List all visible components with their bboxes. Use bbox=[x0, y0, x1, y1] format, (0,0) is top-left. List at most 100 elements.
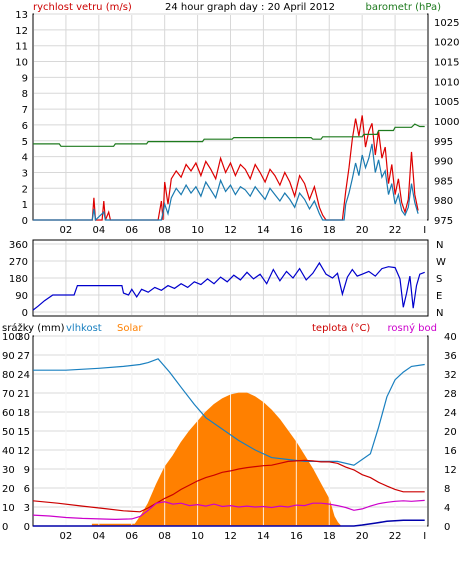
compass-tick-label: N bbox=[436, 308, 443, 319]
wind-average-line bbox=[33, 143, 419, 222]
wind-speed-tick-label: 6 bbox=[22, 121, 28, 132]
wind-speed-axis-label: rychlost vetru (m/s) bbox=[33, 2, 132, 13]
temperature-tick-label: 40 bbox=[444, 332, 457, 343]
rain-axis-label: srážky (mm) bbox=[2, 322, 65, 334]
humidity-tick-label: 30 bbox=[17, 332, 30, 343]
temperature-tick-label: 4 bbox=[444, 503, 450, 514]
humidity-tick-label: 6 bbox=[24, 484, 30, 495]
tick-labels-layer: 0202040406060808101012121414161618182020… bbox=[2, 10, 459, 542]
humidity-tick-label: 15 bbox=[17, 427, 30, 438]
wind-speed-tick-label: 1 bbox=[22, 200, 28, 211]
x-tick-label-bottom: 20 bbox=[356, 531, 369, 542]
pressure-axis-label: barometr (hPa) bbox=[366, 2, 442, 13]
compass-tick-label: E bbox=[436, 291, 442, 302]
pressure-tick-label: 1020 bbox=[434, 38, 459, 49]
pressure-tick-label: 980 bbox=[434, 196, 453, 207]
x-tick-label-top: 08 bbox=[158, 225, 171, 236]
x-tick-label-top: 20 bbox=[356, 225, 369, 236]
rain-tick-label: 80 bbox=[2, 370, 15, 381]
dewpoint-axis-label: rosný bod bbox=[388, 322, 437, 334]
humidity-tick-label: 9 bbox=[24, 465, 30, 476]
rain-line bbox=[33, 519, 425, 527]
x-tick-label-top: 18 bbox=[323, 225, 336, 236]
humidity-axis-label: vlhkost bbox=[66, 323, 102, 334]
temperature-tick-label: 16 bbox=[444, 446, 457, 457]
wind-speed-tick-label: 10 bbox=[15, 58, 28, 69]
pressure-line bbox=[33, 123, 425, 147]
rain-tick-label: 50 bbox=[2, 427, 15, 438]
pressure-tick-label: 1010 bbox=[434, 77, 459, 88]
wind-speed-tick-label: 7 bbox=[22, 105, 28, 116]
rain-tick-label: 0 bbox=[2, 522, 8, 533]
data-marks-layer bbox=[32, 115, 425, 527]
wind-speed-tick-label: 11 bbox=[15, 42, 28, 53]
x-tick-label-bottom: 04 bbox=[92, 531, 105, 542]
temperature-tick-label: 8 bbox=[444, 484, 450, 495]
rain-tick-label: 90 bbox=[2, 351, 15, 362]
x-tick-label-top: 02 bbox=[60, 225, 73, 236]
wind-speed-tick-label: 3 bbox=[22, 168, 28, 179]
x-tick-label-top: 12 bbox=[224, 225, 237, 236]
humidity-tick-label: 18 bbox=[17, 408, 30, 419]
temperature-line bbox=[32, 459, 425, 513]
pressure-tick-label: 1015 bbox=[434, 58, 459, 69]
humidity-tick-label: 27 bbox=[17, 351, 30, 362]
chart-title: 24 hour graph day : 20 April 2012 bbox=[165, 2, 335, 13]
temperature-tick-label: 0 bbox=[444, 522, 450, 533]
pressure-tick-label: 1000 bbox=[434, 117, 459, 128]
wind-direction-tick-label: 90 bbox=[15, 291, 28, 302]
wind-direction-tick-label: 270 bbox=[9, 257, 28, 268]
compass-tick-label: S bbox=[436, 274, 442, 285]
x-tick-label-top: 10 bbox=[191, 225, 204, 236]
wind-direction-tick-label: 180 bbox=[9, 274, 28, 285]
rain-tick-label: 70 bbox=[2, 389, 15, 400]
wind-direction-tick-label: 0 bbox=[22, 308, 28, 319]
humidity-tick-label: 3 bbox=[24, 503, 30, 514]
pressure-tick-label: 1005 bbox=[434, 97, 459, 108]
x-tick-label-bottom: 22 bbox=[389, 531, 402, 542]
x-tick-label-top: 04 bbox=[92, 225, 105, 236]
humidity-tick-label: 0 bbox=[24, 522, 30, 533]
humidity-tick-label: 21 bbox=[17, 389, 30, 400]
wind-speed-tick-label: 8 bbox=[22, 89, 28, 100]
wind-speed-tick-label: 13 bbox=[15, 10, 28, 21]
temperature-tick-label: 20 bbox=[444, 427, 457, 438]
wind-direction-tick-label: 360 bbox=[9, 240, 28, 251]
rain-tick-label: 30 bbox=[2, 465, 15, 476]
x-tick-label-bottom: 10 bbox=[191, 531, 204, 542]
rain-tick-label: 100 bbox=[2, 332, 21, 343]
wind-speed-tick-label: 0 bbox=[22, 216, 28, 227]
pressure-tick-label: 975 bbox=[434, 216, 453, 227]
humidity-tick-label: 24 bbox=[17, 370, 30, 381]
wind-speed-tick-label: 5 bbox=[22, 137, 28, 148]
temperature-tick-label: 12 bbox=[444, 465, 457, 476]
temperature-tick-label: 36 bbox=[444, 351, 457, 362]
x-tick-label-bottom: 12 bbox=[224, 531, 237, 542]
humidity-tick-label: 12 bbox=[17, 446, 30, 457]
wind-speed-tick-label: 12 bbox=[15, 26, 28, 37]
humidity-line bbox=[33, 358, 425, 466]
x-tick-label-top: 06 bbox=[125, 225, 138, 236]
temperature-tick-label: 32 bbox=[444, 370, 457, 381]
temperature-tick-label: 28 bbox=[444, 389, 457, 400]
x-tick-label-top: 14 bbox=[257, 225, 270, 236]
x-tick-label-top: 16 bbox=[290, 225, 303, 236]
solar-axis-label: Solar bbox=[117, 323, 143, 334]
dewpoint-line bbox=[32, 499, 425, 521]
rain-tick-label: 60 bbox=[2, 408, 15, 419]
pressure-tick-label: 995 bbox=[434, 137, 453, 148]
compass-tick-label: N bbox=[436, 240, 443, 251]
wind-gust-line bbox=[33, 115, 419, 221]
wind-speed-tick-label: 9 bbox=[22, 73, 28, 84]
compass-tick-label: W bbox=[436, 257, 446, 268]
x-tick-label-bottom: 16 bbox=[290, 531, 303, 542]
rain-tick-label: 10 bbox=[2, 503, 15, 514]
x-tick-label-bottom: 14 bbox=[257, 531, 270, 542]
temperature-axis-label: teplota (°C) bbox=[312, 323, 370, 334]
temperature-tick-label: 24 bbox=[444, 408, 457, 419]
x-tick-label-top: 22 bbox=[389, 225, 402, 236]
x-tick-label-top: I bbox=[423, 225, 426, 236]
x-tick-label-bottom: 18 bbox=[323, 531, 336, 542]
